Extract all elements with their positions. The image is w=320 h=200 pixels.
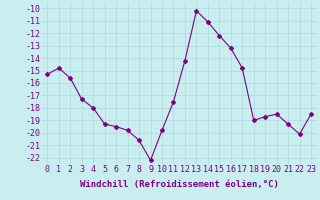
- X-axis label: Windchill (Refroidissement éolien,°C): Windchill (Refroidissement éolien,°C): [80, 180, 279, 189]
